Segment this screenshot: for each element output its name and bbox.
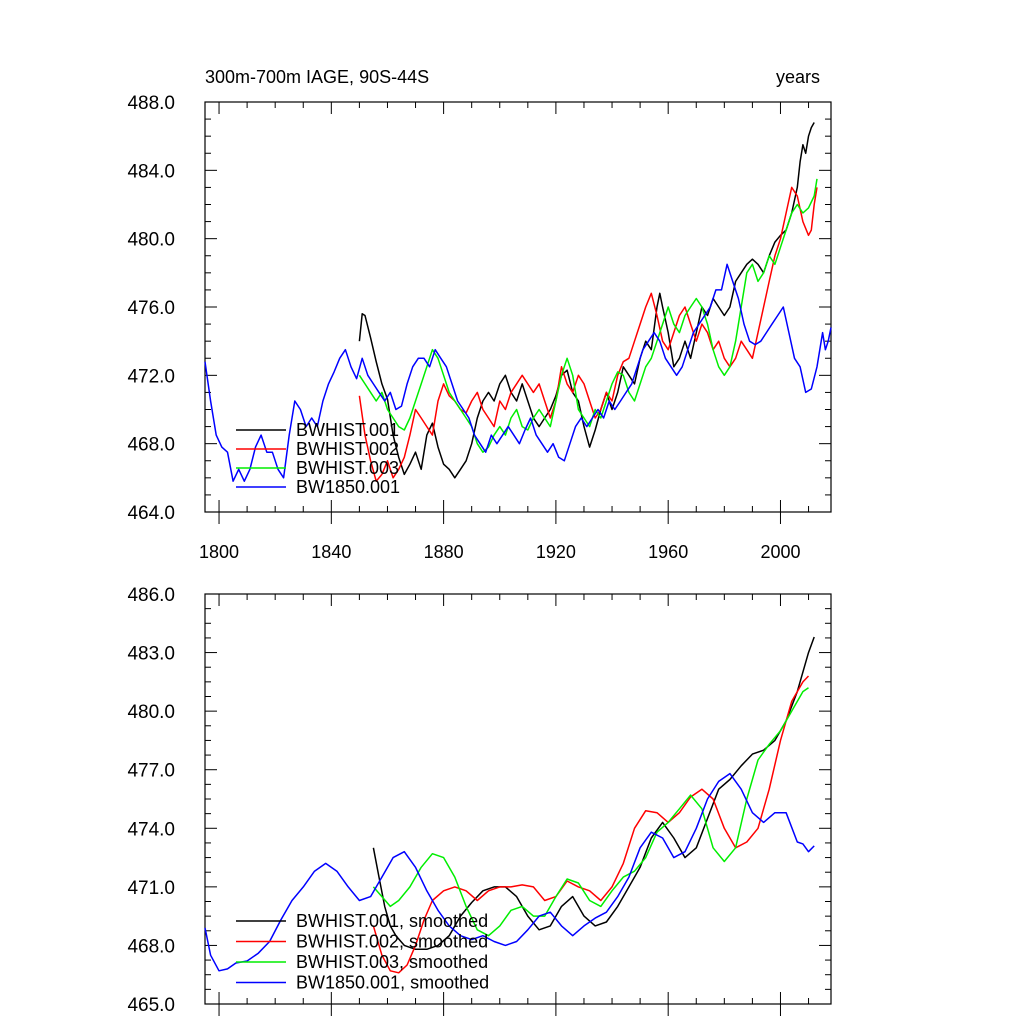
legend-label: BWHIST.003 [296, 458, 399, 478]
y-tick-label: 477.0 [127, 761, 175, 782]
series-line-2 [358, 178, 818, 453]
y-tick-label: 480.0 [127, 702, 175, 723]
x-tick-label: 1880 [424, 542, 464, 562]
top-ticks: 1800 1840 1880 1920 1960 2000 464.0 468.0 472.0 4… [127, 93, 831, 562]
series-line-0 [372, 636, 815, 951]
x-tick-label: 2000 [760, 542, 800, 562]
y-tick-label: 480.0 [127, 230, 175, 251]
x-tick-label: 1960 [648, 542, 688, 562]
legend-label: BWHIST.002, smoothed [296, 932, 488, 952]
y-tick-label: 471.0 [127, 878, 175, 899]
legend-label: BW1850.001 [296, 477, 400, 497]
y-tick-label: 474.0 [127, 819, 175, 840]
legend-label: BWHIST.001 [296, 420, 399, 440]
y-tick-label: 484.0 [127, 161, 175, 182]
series-line-2 [372, 687, 809, 937]
x-tick-label: 1920 [536, 542, 576, 562]
legend-label: BWHIST.002 [296, 439, 399, 459]
series-line-1 [372, 675, 810, 974]
y-tick-label: 483.0 [127, 644, 175, 665]
y-tick-label: 468.0 [127, 435, 175, 456]
bottom-ticks: 465.0 468.0 471.0 474.0 477.0 480.0 483.0 486.0 [127, 585, 831, 1016]
x-tick-label: 1840 [311, 542, 351, 562]
bottom-chart: 465.0 468.0 471.0 474.0 477.0 480.0 483.0 486.0… [127, 585, 832, 1016]
series-line-3 [204, 772, 815, 972]
y-tick-label: 472.0 [127, 366, 175, 387]
legend-label: BW1850.001, smoothed [296, 973, 489, 993]
bottom-series [204, 636, 815, 974]
top-chart: 300m-700m IAGE, 90S-44S years 1800 1840 18… [127, 67, 832, 562]
top-chart-title: 300m-700m IAGE, 90S-44S [205, 67, 429, 87]
legend-label: BWHIST.001, smoothed [296, 911, 488, 931]
y-tick-label: 486.0 [127, 585, 175, 606]
y-tick-label: 464.0 [127, 503, 175, 524]
series-line-1 [358, 186, 818, 482]
series-line-3 [204, 263, 832, 482]
series-line-0 [358, 122, 815, 479]
top-chart-units: years [776, 67, 820, 87]
x-tick-label: 1800 [199, 542, 239, 562]
y-tick-label: 468.0 [127, 936, 175, 957]
legend-label: BWHIST.003, smoothed [296, 952, 488, 972]
top-series [204, 122, 832, 482]
y-tick-label: 488.0 [127, 93, 175, 114]
y-tick-label: 465.0 [127, 995, 175, 1016]
y-tick-label: 476.0 [127, 298, 175, 319]
